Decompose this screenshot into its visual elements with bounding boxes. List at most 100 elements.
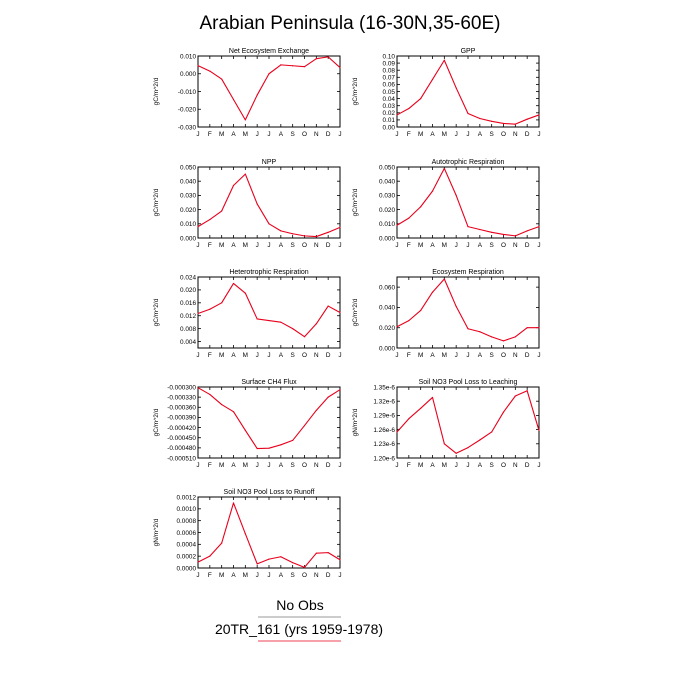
- panel-surface-ch4-flux-xtick-label: M: [243, 462, 248, 469]
- panel-npp-ylabel: gC/m^2/d: [153, 188, 160, 216]
- panel-npp-xtick-label: M: [219, 242, 224, 249]
- panel-net-ecosystem-exchange-ytick-label: -0.020: [178, 107, 197, 114]
- panel-gpp-ytick-label: 0.01: [383, 117, 396, 124]
- panel-surface-ch4-flux: Surface CH4 Flux gC/m^2/d -0.000300 -0.0003…: [153, 379, 342, 469]
- panel-surface-ch4-flux-xtick-label: S: [291, 462, 295, 469]
- panel-soil-no3-pool-loss-to-leaching-data-point: [491, 431, 493, 433]
- panel-net-ecosystem-exchange-data-point: [221, 78, 223, 80]
- panel-autotrophic-respiration: Autotrophic Respiration gC/m^2/d 0.050 0.04…: [352, 159, 541, 249]
- panel-surface-ch4-flux-data-point: [315, 409, 317, 411]
- panel-heterotrophic-respiration-data-point: [315, 323, 317, 325]
- panel-autotrophic-respiration-xtick-label: J: [466, 242, 469, 249]
- panel-npp-data-point: [327, 231, 329, 233]
- panel-autotrophic-respiration-data-point: [479, 228, 481, 231]
- panel-npp-ytick-label: 0.000: [180, 235, 196, 242]
- panel-net-ecosystem-exchange-data-point: [315, 58, 317, 60]
- panel-autotrophic-respiration-ytick-label: 0.020: [379, 207, 395, 214]
- panel-soil-no3-pool-loss-to-runoff-title: Soil NO3 Pool Loss to Runoff: [224, 489, 315, 496]
- panel-ecosystem-respiration-data-point: [538, 327, 540, 329]
- panel-soil-no3-pool-loss-to-runoff-data-point: [327, 552, 329, 554]
- panel-soil-no3-pool-loss-to-leaching-data-point: [538, 429, 540, 432]
- panel-net-ecosystem-exchange-xtick-label: D: [326, 131, 331, 138]
- panel-net-ecosystem-exchange-data-point: [209, 70, 211, 72]
- panel-autotrophic-respiration-xtick-label: J: [395, 242, 398, 249]
- panel-ecosystem-respiration-ytick-label: 0.000: [379, 345, 395, 352]
- panel-npp-xtick-label: D: [326, 242, 331, 249]
- panel-surface-ch4-flux-data-point: [197, 387, 199, 389]
- panel-net-ecosystem-exchange-ytick-label: -0.010: [178, 89, 197, 96]
- legend-label-no-obs: No Obs: [276, 597, 323, 613]
- panel-surface-ch4-flux-ytick-label: -0.000330: [167, 394, 196, 401]
- panel-heterotrophic-respiration-xtick-label: J: [256, 352, 259, 359]
- panel-soil-no3-pool-loss-to-runoff-xtick-label: O: [302, 572, 307, 579]
- panel-ecosystem-respiration-data-point: [443, 278, 445, 280]
- panel-npp-xtick-label: J: [267, 242, 270, 249]
- panel-net-ecosystem-exchange-frame: [197, 55, 341, 128]
- panel-surface-ch4-flux-data-point: [292, 439, 294, 442]
- panel-heterotrophic-respiration-xtick-label: D: [326, 352, 331, 359]
- panel-ecosystem-respiration-data-point: [502, 340, 505, 342]
- panel-npp-xtick-label: A: [231, 242, 236, 249]
- panel-net-ecosystem-exchange-data-point: [268, 73, 270, 75]
- panel-heterotrophic-respiration-xtick-label: M: [243, 352, 248, 359]
- panel-gpp-xtick-label: M: [418, 131, 423, 138]
- panel-ecosystem-respiration-xtick-label: A: [478, 352, 483, 359]
- panel-ecosystem-respiration-ylabel: gC/m^2/d: [352, 298, 359, 326]
- panel-autotrophic-respiration-data-point: [526, 230, 528, 232]
- panel-npp-xtick-label: F: [208, 242, 212, 249]
- panel-gpp-data-point: [408, 107, 410, 110]
- panel-net-ecosystem-exchange-data-point: [244, 119, 246, 121]
- panel-heterotrophic-respiration-xtick-label: M: [219, 352, 224, 359]
- panel-ecosystem-respiration-data-point: [420, 309, 422, 312]
- panel-surface-ch4-flux-data-point: [232, 411, 235, 413]
- panel-soil-no3-pool-loss-to-runoff-data-point: [244, 533, 246, 535]
- panel-gpp-ytick-label: 0.10: [383, 53, 396, 60]
- panel-npp-data-point: [209, 218, 211, 221]
- panel-surface-ch4-flux-title: Surface CH4 Flux: [241, 379, 297, 386]
- panel-heterotrophic-respiration-xtick-label: N: [314, 352, 319, 359]
- panel-autotrophic-respiration-xtick-label: N: [513, 242, 518, 249]
- panel-gpp-series-line: [396, 59, 540, 125]
- panel-surface-ch4-flux-series-line: [197, 387, 341, 450]
- panel-soil-no3-pool-loss-to-leaching-series-line: [396, 390, 540, 454]
- panel-heterotrophic-respiration-data-point: [268, 319, 270, 322]
- panel-heterotrophic-respiration-ylabel: gC/m^2/d: [153, 298, 160, 326]
- panel-soil-no3-pool-loss-to-leaching-data-point: [455, 452, 457, 454]
- panel-soil-no3-pool-loss-to-runoff-data-point: [221, 542, 223, 544]
- panel-npp-ytick-label: 0.020: [180, 207, 196, 214]
- panel-soil-no3-pool-loss-to-leaching-data-point: [443, 443, 445, 445]
- panel-surface-ch4-flux-xtick-label: A: [279, 462, 284, 469]
- panel-autotrophic-respiration-ytick-label: 0.010: [379, 221, 395, 228]
- panel-soil-no3-pool-loss-to-runoff-xtick-label: M: [243, 572, 248, 579]
- panel-heterotrophic-respiration-ytick-label: 0.020: [180, 287, 196, 294]
- panel-soil-no3-pool-loss-to-leaching-ytick-label: 1.23e-6: [373, 441, 395, 448]
- panel-surface-ch4-flux-xtick-label: J: [196, 462, 199, 469]
- panel-gpp-data-point: [443, 59, 445, 61]
- panel-ecosystem-respiration-xtick-label: J: [537, 352, 540, 359]
- panel-soil-no3-pool-loss-to-runoff-xtick-label: N: [314, 572, 319, 579]
- panel-heterotrophic-respiration-series-line: [197, 282, 341, 338]
- panel-net-ecosystem-exchange-xtick-label: J: [196, 131, 199, 138]
- panel-npp-ytick-label: 0.030: [180, 193, 196, 200]
- panel-gpp-ytick-label: 0.02: [383, 110, 396, 117]
- panel-npp-data-point: [221, 210, 223, 212]
- panel-autotrophic-respiration-data-point: [455, 194, 457, 196]
- panel-surface-ch4-flux-ytick-label: -0.000390: [167, 415, 196, 422]
- panel-ecosystem-respiration-data-point: [431, 291, 434, 293]
- panel-soil-no3-pool-loss-to-leaching-data-point: [467, 446, 469, 449]
- panel-soil-no3-pool-loss-to-runoff-xtick-label: D: [326, 572, 331, 579]
- panel-soil-no3-pool-loss-to-leaching-xtick-label: F: [407, 462, 411, 469]
- panel-soil-no3-pool-loss-to-leaching-ytick-label: 1.35e-6: [373, 384, 395, 391]
- panel-autotrophic-respiration-ytick-label: 0.030: [379, 193, 395, 200]
- panel-gpp-data-point: [514, 123, 516, 125]
- panel-ecosystem-respiration-title: Ecosystem Respiration: [432, 269, 504, 276]
- panel-gpp-data-point: [502, 122, 505, 125]
- panel-soil-no3-pool-loss-to-runoff-data-point: [232, 502, 235, 504]
- panel-soil-no3-pool-loss-to-runoff-xtick-label: J: [196, 572, 199, 579]
- panel-soil-no3-pool-loss-to-leaching-xtick-label: J: [537, 462, 540, 469]
- panel-ecosystem-respiration-xtick-label: M: [442, 352, 447, 359]
- panel-surface-ch4-flux-ylabel: gC/m^2/d: [153, 408, 160, 436]
- panel-heterotrophic-respiration-ytick-label: 0.016: [180, 300, 196, 307]
- panel-npp-xtick-label: J: [338, 242, 341, 249]
- panel-autotrophic-respiration-ytick-label: 0.050: [379, 164, 395, 171]
